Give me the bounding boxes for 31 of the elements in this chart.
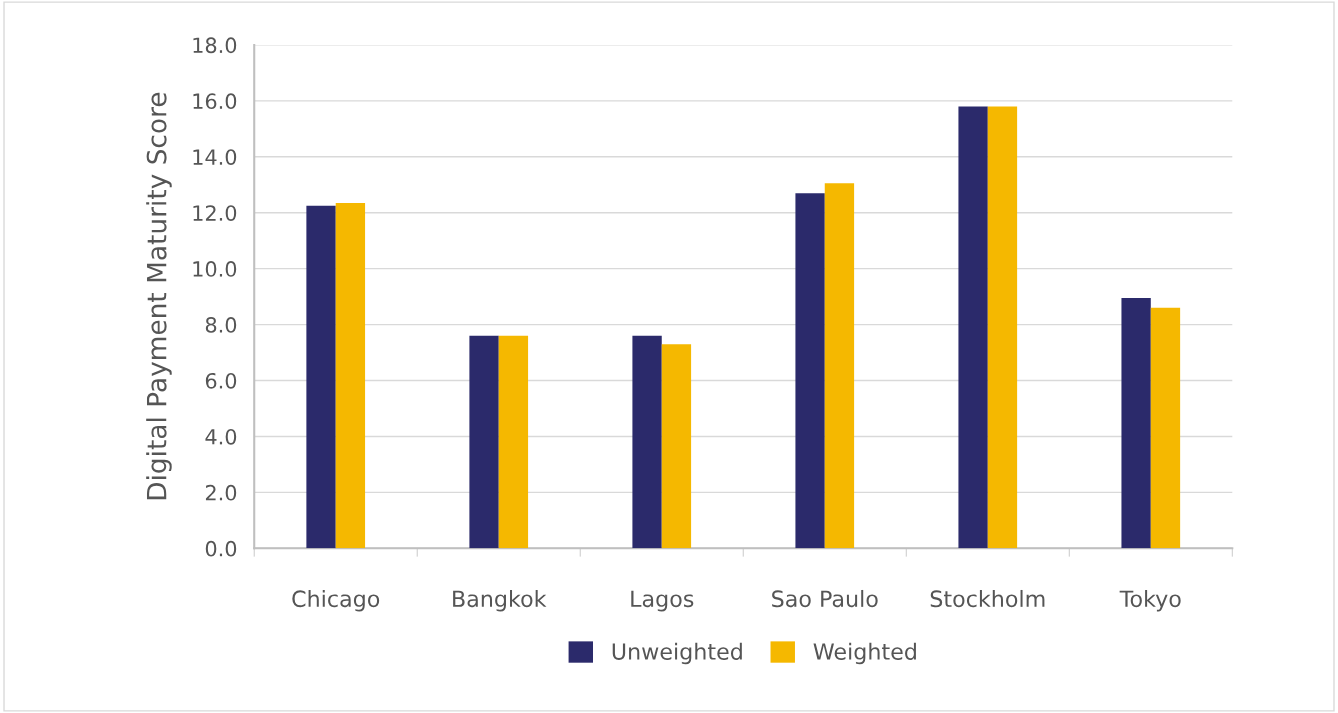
y-tick-label: 18.0 — [193, 37, 237, 54]
y-tick-label: 2.0 — [205, 484, 237, 501]
y-tick-label: 6.0 — [205, 372, 237, 389]
bar — [469, 335, 499, 549]
bar — [632, 335, 662, 549]
bar — [1121, 298, 1151, 549]
y-tick-label: 16.0 — [193, 93, 237, 110]
y-tick-label: 0.0 — [205, 540, 237, 557]
x-tick-label: Bangkok — [453, 589, 547, 612]
bar — [306, 205, 336, 549]
x-tick-label: Sao Paulo — [772, 589, 878, 608]
y-tick-label: 4.0 — [205, 428, 237, 445]
x-tick-label: Tokyo — [1119, 589, 1181, 612]
bar — [335, 202, 366, 549]
legend-label: Unweighted — [612, 642, 742, 665]
x-tick-label: Lagos — [631, 590, 694, 612]
bar — [1150, 307, 1181, 549]
bar — [661, 344, 692, 549]
x-tick-label: Stockholm — [930, 589, 1045, 608]
bar — [795, 193, 825, 549]
y-axis-title: Digital Payment Maturity Score — [146, 92, 172, 500]
bar — [958, 106, 988, 549]
y-tick-label: 12.0 — [193, 205, 237, 221]
legend-label: Weighted — [813, 642, 916, 665]
y-tick-label: 8.0 — [205, 317, 237, 333]
y-tick-label: 14.0 — [193, 149, 237, 165]
y-tick-label: 10.0 — [193, 261, 237, 277]
bar — [987, 106, 1018, 549]
bar — [824, 183, 855, 549]
bar — [498, 335, 529, 549]
x-tick-label: Chicago — [292, 589, 380, 612]
